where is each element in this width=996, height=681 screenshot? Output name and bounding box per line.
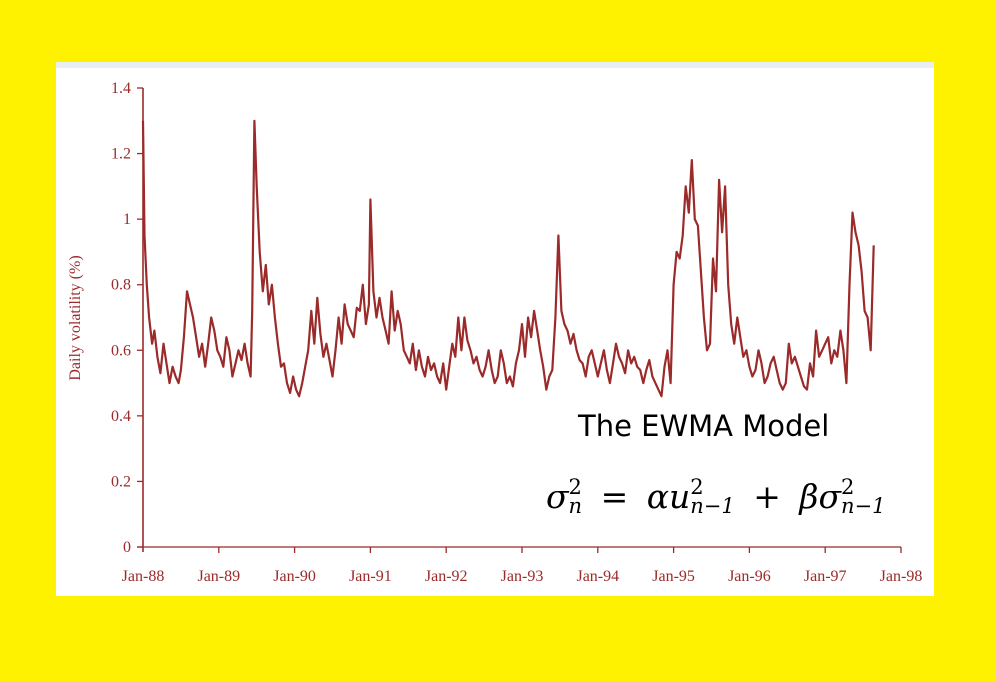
formula-plus: + [753, 477, 781, 516]
y-tick-label: 0 [123, 539, 131, 556]
model-title: The EWMA Model [578, 409, 830, 443]
formula-term1: αu 2 n−1 [646, 475, 735, 518]
y-tick-label: 0.4 [111, 408, 131, 425]
x-tick-label: Jan-89 [197, 568, 240, 585]
y-tick-label: 1.4 [111, 80, 131, 97]
formula-term2: βσ 2 n−1 [799, 475, 886, 518]
x-tick-label: Jan-96 [728, 568, 771, 585]
x-tick-label: Jan-97 [804, 568, 847, 585]
formula-equals: = [600, 477, 629, 516]
x-tick-label: Jan-88 [122, 568, 165, 585]
axes: 0 0.2 0.4 0.6 0.8 1 1.2 1.4 Jan-88 Jan-89 Jan-90 Ja… [111, 80, 922, 585]
y-tick-label: 0.6 [111, 342, 131, 359]
volatility-line [141, 119, 875, 398]
y-axis-label: Daily volatility (%) [67, 255, 84, 380]
x-tick-label: Jan-91 [349, 568, 392, 585]
x-tick-label: Jan-92 [425, 568, 468, 585]
y-tick-label: 0.2 [111, 473, 131, 490]
x-tick-label: Jan-93 [501, 568, 544, 585]
y-tick-label: 1.2 [111, 146, 131, 163]
x-tick-label: Jan-98 [880, 568, 923, 585]
x-tick-label: Jan-90 [273, 568, 316, 585]
chart-panel [56, 62, 934, 596]
y-tick-label: 1 [123, 211, 131, 228]
y-tick-label: 0.8 [111, 277, 131, 294]
x-tick-label: Jan-95 [652, 568, 695, 585]
x-tick-label: Jan-94 [576, 568, 619, 585]
